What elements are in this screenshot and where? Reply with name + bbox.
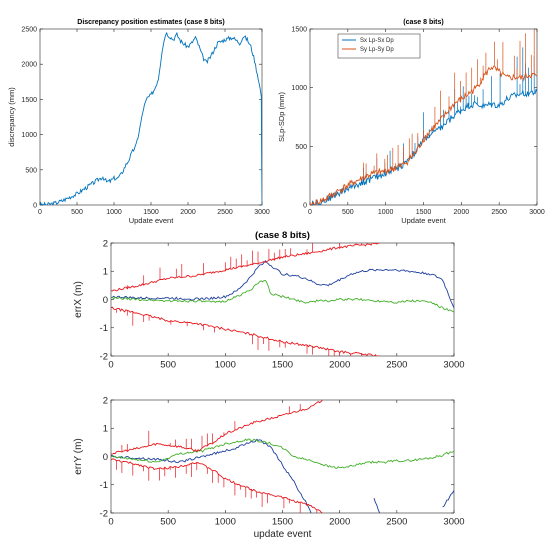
chart-title: (case 8 bits) [403,19,443,26]
y-axis-label: errX (m) [73,281,84,318]
x-tick-label: 3000 [254,209,270,216]
y-tick-label: 1000 [291,85,307,92]
legend-box [337,33,421,59]
y-tick-label: 2500 [21,26,37,33]
series-line [111,438,312,513]
y-tick-label: 500 [25,167,37,174]
y-tick-label: 1000 [21,132,37,139]
y-tick-label: 0 [103,452,108,463]
y-tick-label: -1 [100,323,108,334]
plot-area [110,242,455,357]
x-tick-label: 3000 [529,209,545,216]
y-tick-label: 0 [303,202,307,209]
series-line [373,498,381,513]
chart-title: (case 8 bits) [255,230,310,241]
series-line [310,65,537,205]
series-spikes [121,400,323,452]
x-tick-label: 1500 [143,209,159,216]
y-tick-label: 2000 [21,62,37,69]
legend-label: Sy Lp-Sy Dp [360,47,394,53]
x-tick-label: 1000 [215,360,236,371]
chart-title: Discrepancy position estimates (case 8 b… [77,19,224,26]
series-line [111,260,454,309]
y-tick-label: 1500 [21,97,37,104]
x-tick-label: 500 [160,517,176,528]
y-axis-label: SLp-SDp (mm) [277,91,286,142]
y-tick-label: 2 [103,395,108,406]
legend-label: Sx Lp-Sx Dp [360,38,394,44]
x-tick-label: 500 [342,209,354,216]
series-line [111,438,454,469]
series-spikes [363,29,537,178]
series-spikes [116,309,373,356]
series-line [111,243,380,292]
x-axis-label: Update event [401,216,447,225]
y-tick-label: -2 [100,351,108,362]
series-spikes [116,460,323,513]
series-line [40,31,262,205]
y-tick-label: 2 [103,238,108,249]
series-line [310,88,537,205]
x-tick-label: 3000 [443,517,464,528]
x-tick-label: 2500 [386,360,407,371]
x-tick-label: 2500 [491,209,507,216]
x-tick-label: 500 [71,209,83,216]
x-tick-label: 1500 [272,360,293,371]
x-tick-label: 2500 [386,517,407,528]
y-tick-label: 0 [103,295,108,306]
x-tick-label: 2000 [180,209,196,216]
x-tick-label: 1000 [215,517,236,528]
x-tick-label: 0 [308,209,312,216]
y-tick-label: -1 [100,480,108,491]
x-tick-label: 0 [108,360,113,371]
x-tick-label: 1500 [416,209,432,216]
y-tick-label: -2 [100,508,108,519]
x-tick-label: 2500 [217,209,233,216]
y-tick-label: 1 [103,424,108,435]
x-tick-label: 2000 [329,517,350,528]
y-tick-label: 0 [33,202,37,209]
x-tick-label: 1000 [106,209,122,216]
y-axis-label: errY (m) [73,438,84,474]
y-axis-label: discrepancy (mm) [7,87,16,147]
x-tick-label: 2000 [454,209,470,216]
x-tick-label: 1000 [378,209,394,216]
series-line [111,400,323,455]
series-line [442,490,454,508]
x-tick-label: 2000 [329,360,350,371]
x-axis-label: Update event [129,216,175,225]
x-tick-label: 1500 [272,517,293,528]
x-tick-label: 3000 [443,360,464,371]
plot-area [39,28,263,206]
series-line [111,280,454,313]
x-tick-label: 0 [108,517,113,528]
series-line [111,458,323,513]
x-tick-label: 0 [38,209,42,216]
x-tick-label: 500 [160,360,176,371]
y-tick-label: 500 [295,144,307,151]
y-tick-label: 1500 [291,26,307,33]
plot-area [110,399,455,514]
x-axis-label: update event [254,529,312,540]
y-tick-label: 1 [103,267,108,278]
series-spikes [126,243,379,289]
